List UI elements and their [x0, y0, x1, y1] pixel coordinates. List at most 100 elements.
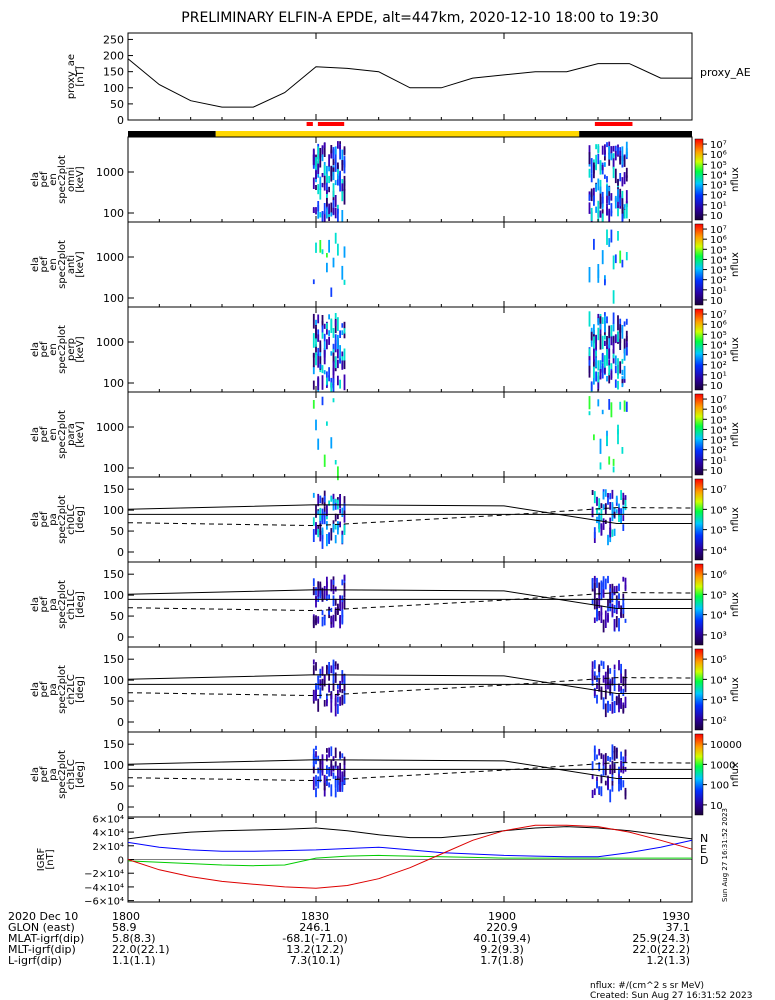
spectrogram-cell	[315, 157, 317, 170]
colorbar-tick-label: 10³	[710, 631, 727, 642]
spectrogram-cell	[337, 208, 339, 222]
spectrogram-cell	[337, 375, 339, 386]
spectrogram-cell	[625, 175, 628, 182]
spectrogram-cell	[323, 212, 326, 224]
pitch-angle-cell	[312, 754, 315, 764]
y-tick-label: 200	[103, 50, 124, 63]
axis-label-line: ela	[30, 427, 41, 442]
pitch-angle-cell	[618, 694, 620, 705]
spectrogram-cell	[330, 145, 333, 154]
spectrogram-cell	[317, 314, 320, 324]
pitch-angle-cell	[312, 586, 315, 595]
ephemeris-row: MLAT-igrf(dip) 5.8(8.3) -68.1(-71.0) 40.1(3…	[8, 932, 690, 945]
colorbar-label: nflux	[730, 762, 741, 787]
pitch-angle-cell	[317, 581, 320, 590]
spectrogram-cell	[612, 153, 615, 159]
pitch-angle-cell	[611, 509, 614, 522]
pitch-angle-cell	[611, 780, 614, 786]
pitch-angle-cell	[339, 769, 341, 778]
pitch-angle-cell	[591, 669, 594, 681]
spectrogram-cell	[604, 174, 606, 179]
pitch-angle-cell	[600, 588, 603, 601]
colorbar-tick-label: 10	[710, 211, 723, 222]
colorbar-label: nflux	[730, 677, 741, 702]
y-tick-label: 0	[117, 114, 124, 127]
colorbar	[694, 308, 704, 391]
pitch-angle-cell	[618, 660, 620, 671]
spectrogram-cell	[590, 381, 593, 391]
spectrogram-cell	[623, 321, 626, 327]
axis-label-line: pef	[39, 426, 50, 443]
spectrogram-cell	[321, 332, 324, 339]
spectrogram-cell	[328, 186, 330, 193]
axis-label-line: ela	[30, 342, 41, 357]
spectrogram-cell	[599, 462, 602, 470]
pitch-angle-cell	[624, 577, 627, 592]
pitch-angle-cell	[622, 576, 625, 582]
spectrogram-cell	[315, 242, 317, 253]
pitch-angle-cell	[339, 696, 341, 706]
anti-loss-cone-line	[127, 592, 693, 612]
spectrogram-cell	[601, 213, 604, 227]
spectrogram-cell	[599, 324, 602, 335]
spectrogram-cell	[619, 155, 622, 165]
spectrogram-cell	[623, 204, 626, 209]
colorbar-tick-label: 10⁵	[710, 655, 727, 666]
pitch-angle-cell	[596, 598, 598, 609]
igrf-series-line	[127, 826, 693, 840]
spectrogram-cell	[593, 366, 595, 379]
spectrogram-cell	[323, 142, 326, 148]
spectrogram-cell	[332, 199, 335, 216]
pitch-angle-cell	[622, 756, 625, 767]
colorbar-tick-label: 10⁷	[710, 310, 727, 321]
pitch-angle-cell	[607, 668, 609, 674]
spectrogram-cell	[599, 186, 602, 194]
y-tick-label: 150	[103, 653, 124, 666]
pitch-angle-cell	[323, 506, 326, 517]
pitch-angle-cell	[609, 598, 612, 612]
pitch-angle-cell	[607, 534, 609, 546]
pitch-angle-cell	[596, 694, 598, 704]
y-tick-label: 2×10⁴	[93, 842, 124, 853]
spectrogram-cell	[339, 345, 341, 361]
pitch-angle-cell	[319, 759, 322, 765]
pitch-angle-cell	[607, 599, 609, 607]
pitch-angle-cell	[596, 496, 598, 506]
colorbar-tick-label: 10²	[710, 446, 727, 457]
spectrogram-cell	[608, 456, 611, 465]
spectrogram-cell	[612, 145, 615, 152]
spectrogram-cell	[334, 334, 337, 350]
spectrogram-cell	[332, 383, 335, 395]
ephemeris-value: 37.1	[666, 921, 691, 934]
pitch-angle-cell	[591, 578, 594, 589]
ephemeris-row: L-igrf(dip) 1.1(1.1) 7.3(10.1) 1.7(1.8) 1.2(…	[8, 954, 690, 967]
spectrogram-cell	[621, 259, 624, 268]
ephemeris-value: 1900	[488, 910, 516, 923]
spectrogram-cell	[612, 312, 615, 324]
spectrogram-cell	[597, 210, 600, 226]
spectrogram-cell	[328, 375, 330, 382]
spectrogram-cell	[326, 177, 328, 193]
pitch-angle-cell	[624, 696, 627, 709]
spectrogram-cell	[608, 363, 611, 376]
spectrogram-cell	[343, 348, 346, 361]
pitch-angle-cell	[343, 674, 346, 687]
pitch-angle-cell	[334, 498, 337, 503]
pitch-angle-cell	[611, 751, 614, 760]
pitch-angle-cell	[624, 584, 627, 590]
spectrogram-cell	[312, 279, 315, 285]
colorbar-tick-label: 10⁶	[710, 235, 727, 246]
pitch-angle-cell	[332, 614, 335, 628]
igrf-legend-entry: D	[700, 854, 708, 867]
ephemeris-value: 22.0(22.1)	[112, 943, 170, 956]
spectrogram-cell	[321, 396, 324, 406]
pitch-angle-cell	[620, 663, 622, 674]
spectrogram-cell	[337, 243, 339, 256]
igrf-legend-entry: E	[700, 843, 707, 856]
pitch-angle-cell	[600, 605, 603, 615]
spectrogram-cell	[621, 325, 624, 339]
spectrogram-cell	[334, 195, 337, 207]
science-zone-marker	[594, 122, 633, 126]
colorbar-tick-label: 10⁵	[710, 330, 727, 341]
